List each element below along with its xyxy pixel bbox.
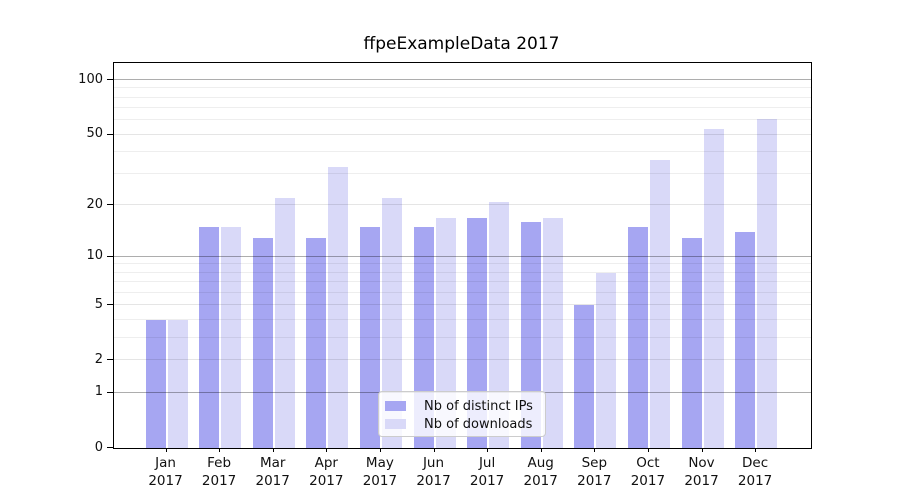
gridline-8 [114, 271, 811, 273]
gridline-50 [114, 133, 811, 135]
bar-oct-downloads [649, 160, 670, 448]
y-axis-tick-mark-10 [107, 255, 113, 257]
x-axis-tick-mark-jul [487, 448, 489, 452]
gridline-30 [114, 173, 811, 175]
gridline-60 [114, 119, 811, 121]
gridline-3 [114, 336, 811, 338]
bar-dec-distinct-ips [735, 232, 756, 448]
bar-dec-downloads [757, 118, 778, 448]
gridline-6 [114, 291, 811, 293]
bar-sep-distinct-ips [574, 305, 595, 448]
bar-jul-distinct-ips [467, 217, 488, 448]
y-axis-tick-mark-100 [107, 79, 113, 80]
legend-label-downloads: Nb of downloads [424, 416, 533, 432]
y-axis-tick-label-50: 50 [86, 126, 103, 141]
bar-feb-distinct-ips [199, 226, 220, 448]
gridline-10 [114, 255, 811, 257]
legend-item-downloads: Nb of downloads [385, 415, 545, 433]
bar-nov-downloads [703, 128, 724, 448]
bar-sep-downloads [596, 272, 617, 448]
x-axis-tick-mark-sep [594, 448, 596, 452]
y-axis-tick-mark-50 [107, 133, 113, 135]
gridline-100 [114, 79, 811, 80]
x-axis-tick-mark-jan [165, 448, 167, 452]
legend-label-distinct-ips: Nb of distinct IPs [424, 398, 533, 414]
bar-mar-distinct-ips [252, 237, 273, 448]
y-axis-tick-mark-5 [107, 304, 113, 306]
y-axis-tick-mark-2 [107, 359, 113, 361]
x-axis-tick-mark-mar [272, 448, 274, 452]
x-axis-tick-mark-oct [647, 448, 649, 452]
bar-jan-distinct-ips [145, 319, 166, 448]
bar-oct-distinct-ips [627, 226, 648, 448]
bar-may-downloads [381, 198, 402, 448]
x-axis-label-jan: Jan 2017 [148, 455, 183, 489]
bar-mar-downloads [274, 198, 295, 448]
x-axis-label-feb: Feb 2017 [201, 455, 237, 489]
x-axis-label-aug: Aug 2017 [523, 455, 558, 489]
bar-apr-downloads [328, 166, 349, 448]
plot-area [113, 62, 812, 449]
chart-title: ffpeExampleData 2017 [363, 34, 560, 54]
x-axis-label-sep: Sep 2017 [577, 455, 612, 489]
gridline-4 [114, 318, 811, 320]
y-axis-tick-label-20: 20 [86, 196, 103, 212]
x-axis-label-oct: Oct 2017 [630, 455, 666, 489]
gridline-90 [114, 87, 811, 89]
y-axis-tick-mark-1 [107, 391, 113, 393]
y-axis-tick-label-2: 2 [94, 351, 103, 367]
x-axis-label-nov: Nov 2017 [684, 455, 719, 489]
y-axis-tick-label-10: 10 [86, 248, 103, 264]
y-axis-tick-label-1: 1 [94, 384, 103, 400]
x-axis-tick-mark-aug [540, 448, 542, 452]
bar-jan-downloads [167, 319, 188, 448]
x-axis-tick-mark-apr [326, 448, 328, 452]
bar-aug-downloads [542, 217, 563, 448]
x-axis-label-mar: Mar 2017 [255, 455, 290, 489]
bar-apr-distinct-ips [306, 237, 327, 448]
bar-jul-downloads [489, 201, 510, 448]
x-axis-tick-mark-feb [219, 448, 221, 452]
x-axis-label-may: May 2017 [362, 455, 398, 489]
legend-swatch-downloads [385, 419, 406, 429]
y-axis-tick-label-100: 100 [78, 71, 103, 87]
legend: Nb of distinct IPs Nb of downloads [378, 391, 546, 437]
gridline-9 [114, 263, 811, 265]
gridline-70 [114, 107, 811, 109]
bar-feb-downloads [221, 226, 242, 448]
gridline-5 [114, 304, 811, 306]
x-axis-label-apr: Apr 2017 [309, 455, 344, 489]
x-axis-label-jun: Jun 2017 [416, 455, 451, 489]
x-axis-label-jul: Jul 2017 [469, 455, 505, 489]
x-axis-tick-mark-jun [433, 448, 435, 452]
gridline-40 [114, 150, 811, 152]
y-axis-tick-label-0: 0 [94, 439, 103, 455]
gridline-2 [114, 359, 811, 361]
x-axis-tick-mark-may [379, 448, 381, 452]
x-axis-tick-mark-dec [755, 448, 757, 452]
gridline-7 [114, 281, 811, 283]
gridline-80 [114, 96, 811, 98]
gridline-20 [114, 204, 811, 206]
bar-nov-distinct-ips [681, 237, 702, 448]
y-axis-tick-mark-20 [107, 204, 113, 206]
x-axis-label-dec: Dec 2017 [737, 455, 773, 489]
y-axis-tick-mark-0 [107, 447, 113, 448]
bar-jun-downloads [435, 217, 456, 448]
legend-swatch-distinct-ips [385, 401, 406, 411]
legend-item-distinct-ips: Nb of distinct IPs [385, 397, 545, 415]
y-axis-tick-label-5: 5 [94, 296, 103, 312]
x-axis-tick-mark-nov [701, 448, 703, 452]
bar-may-distinct-ips [359, 226, 380, 448]
